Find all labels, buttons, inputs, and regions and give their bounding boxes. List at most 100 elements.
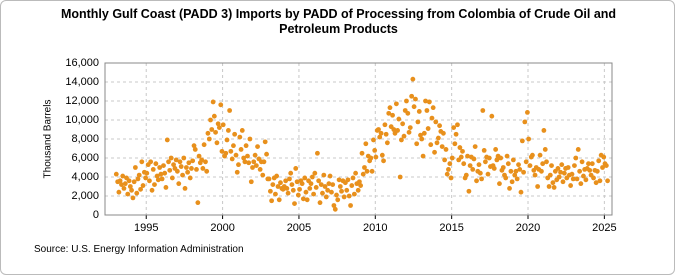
data-point	[396, 116, 402, 122]
data-point	[149, 187, 155, 193]
data-point	[401, 133, 407, 139]
data-point	[555, 166, 561, 171]
data-point	[460, 148, 465, 154]
data-point	[527, 163, 533, 169]
data-point	[283, 178, 289, 184]
data-point	[439, 144, 445, 150]
data-point	[274, 173, 280, 179]
data-point	[504, 153, 510, 159]
data-point	[390, 112, 395, 118]
data-point	[517, 167, 523, 172]
data-point	[248, 179, 254, 185]
data-point	[493, 147, 499, 152]
data-point	[573, 155, 579, 161]
data-point	[377, 134, 383, 140]
data-point	[583, 177, 589, 183]
data-point	[315, 150, 320, 156]
data-point	[223, 150, 229, 156]
data-point	[519, 138, 525, 144]
data-point	[386, 110, 392, 116]
data-point	[192, 147, 198, 152]
data-point	[409, 93, 415, 99]
data-point	[498, 155, 504, 161]
data-point	[209, 127, 215, 132]
data-point	[300, 196, 306, 202]
data-point	[206, 136, 212, 142]
data-point	[227, 108, 233, 113]
data-point	[312, 170, 318, 176]
data-point	[255, 144, 260, 150]
x-tick-label: 2025	[592, 222, 616, 234]
data-point	[497, 181, 502, 187]
data-point	[428, 142, 434, 148]
data-point	[569, 171, 575, 177]
data-point	[215, 121, 221, 127]
data-point	[246, 160, 252, 166]
y-tick-label: 0	[93, 209, 99, 221]
data-point	[257, 167, 263, 172]
data-point	[159, 176, 165, 182]
data-point	[559, 162, 565, 168]
data-point	[236, 162, 241, 168]
data-point	[239, 128, 245, 133]
data-point	[203, 159, 208, 165]
data-point	[180, 172, 185, 178]
data-point	[295, 192, 301, 198]
data-point	[491, 166, 497, 171]
data-point	[349, 183, 355, 188]
data-point	[210, 99, 216, 105]
data-point	[253, 163, 259, 169]
data-point	[600, 165, 605, 170]
data-point	[458, 154, 464, 160]
data-point	[267, 188, 273, 194]
data-point	[371, 137, 376, 143]
data-point	[376, 127, 381, 132]
data-point	[508, 168, 514, 174]
data-point	[489, 113, 495, 119]
data-point	[465, 153, 470, 159]
data-point	[168, 155, 174, 161]
data-point	[597, 178, 603, 184]
data-point	[191, 143, 197, 149]
data-point	[535, 184, 541, 189]
data-point	[387, 105, 393, 111]
data-point	[307, 186, 313, 191]
data-point	[379, 152, 385, 158]
data-point	[461, 161, 467, 167]
data-point	[494, 157, 500, 163]
data-point	[418, 132, 423, 138]
data-point	[329, 189, 334, 195]
data-point	[594, 168, 600, 174]
data-point	[351, 191, 357, 197]
data-point	[313, 185, 319, 190]
data-point	[372, 148, 378, 153]
data-point	[505, 161, 511, 167]
data-point	[578, 181, 584, 187]
data-point	[158, 171, 164, 177]
data-point	[135, 176, 141, 182]
data-point	[229, 156, 235, 162]
data-point	[570, 176, 576, 182]
data-point	[530, 152, 535, 158]
data-point	[139, 159, 145, 165]
data-point	[125, 191, 131, 197]
data-point	[297, 186, 302, 192]
y-tick-label: 2,000	[71, 190, 99, 202]
data-point	[155, 177, 161, 183]
data-point	[565, 165, 571, 170]
data-point	[205, 130, 211, 136]
data-point	[416, 109, 422, 114]
data-point	[357, 179, 362, 185]
data-point	[368, 155, 374, 161]
data-point	[591, 175, 596, 181]
data-point	[211, 113, 217, 119]
data-point	[185, 169, 191, 175]
data-point	[443, 147, 449, 152]
data-point	[171, 162, 176, 168]
x-tick-label: 2005	[287, 222, 311, 234]
data-point	[132, 165, 138, 170]
data-point	[532, 172, 538, 178]
data-point	[270, 182, 276, 188]
x-tick-label: 2000	[210, 222, 234, 234]
